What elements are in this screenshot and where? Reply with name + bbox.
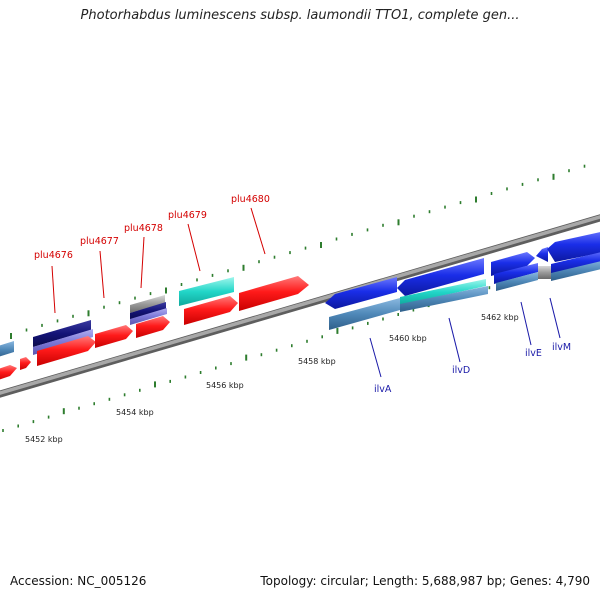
gene-label-plu4680[interactable]: plu4680 — [231, 194, 270, 205]
gene-labels: plu4676 plu4677 plu4678 plu4679 plu4680 … — [34, 194, 571, 395]
gene-feature[interactable] — [551, 259, 600, 281]
label-leaders — [51, 207, 561, 378]
genome-backbone — [0, 214, 600, 398]
gene-label-ilvM[interactable]: ilvM — [552, 342, 571, 353]
gene-feature-plu4680[interactable] — [239, 276, 309, 311]
gene-feature[interactable] — [329, 298, 400, 330]
gene-feature[interactable] — [130, 302, 166, 320]
gene-feature[interactable] — [496, 272, 538, 291]
gene-feature[interactable] — [400, 279, 486, 305]
gene-feature[interactable] — [400, 286, 488, 312]
gene-feature[interactable] — [37, 336, 96, 366]
gene-label-ilvD[interactable]: ilvD — [452, 365, 470, 376]
scale-labels: 5452 kbp 5454 kbp 5456 kbp 5458 kbp 5460… — [25, 313, 519, 444]
gene-feature-ilvM[interactable] — [536, 247, 548, 262]
map-title: Photorhabdus luminescens subsp. laumondi… — [80, 8, 520, 23]
gene-feature-plu4677[interactable] — [95, 325, 133, 348]
gene-feature-plu4678[interactable] — [130, 295, 165, 313]
genome-stats: Topology: circular; Length: 5,688,987 bp… — [260, 574, 590, 588]
gene-feature-ilvE[interactable] — [494, 263, 538, 284]
gene-feature[interactable] — [551, 250, 600, 274]
gene-label-plu4677[interactable]: plu4677 — [80, 236, 119, 247]
tick-label-5460: 5460 kbp — [389, 334, 427, 343]
gene-label-plu4679[interactable]: plu4679 — [168, 210, 207, 221]
tick-label-5452: 5452 kbp — [25, 435, 63, 444]
gene-feature-ilvD[interactable] — [397, 258, 484, 296]
gene-feature[interactable] — [184, 296, 238, 325]
gene-feature[interactable] — [491, 252, 535, 276]
gene-feature[interactable] — [0, 365, 17, 381]
gene-label-plu4678[interactable]: plu4678 — [124, 223, 163, 234]
gene-feature-ilvA[interactable] — [325, 277, 397, 309]
gene-feature[interactable] — [547, 230, 600, 262]
gene-features[interactable] — [0, 230, 600, 381]
gene-label-plu4676[interactable]: plu4676 — [34, 250, 73, 261]
tick-label-5458: 5458 kbp — [298, 357, 336, 366]
gene-label-ilvA[interactable]: ilvA — [374, 384, 392, 395]
gene-feature[interactable] — [130, 308, 167, 325]
tick-label-5462: 5462 kbp — [481, 313, 519, 322]
accession-label: Accession: NC_005126 — [10, 574, 147, 588]
gene-feature[interactable] — [136, 316, 170, 338]
tick-label-5456: 5456 kbp — [206, 381, 244, 390]
gene-feature[interactable] — [538, 266, 551, 279]
gene-label-ilvE[interactable]: ilvE — [525, 348, 542, 359]
gene-feature[interactable] — [20, 357, 31, 370]
scale-ticks — [2, 164, 597, 432]
tick-label-5454: 5454 kbp — [116, 408, 154, 417]
gene-feature-plu4676[interactable] — [33, 320, 91, 347]
gene-feature-plu4679[interactable] — [179, 277, 234, 306]
gene-feature[interactable] — [0, 341, 14, 358]
